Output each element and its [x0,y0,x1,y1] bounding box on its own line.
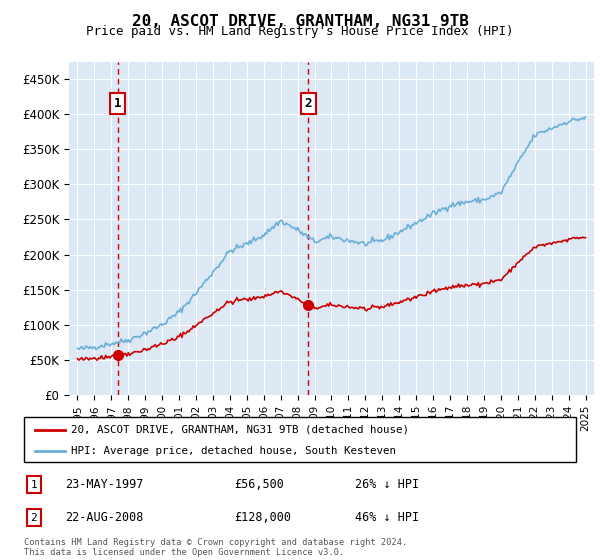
Text: 2: 2 [305,97,312,110]
Text: 20, ASCOT DRIVE, GRANTHAM, NG31 9TB (detached house): 20, ASCOT DRIVE, GRANTHAM, NG31 9TB (det… [71,424,409,435]
Text: Price paid vs. HM Land Registry's House Price Index (HPI): Price paid vs. HM Land Registry's House … [86,25,514,38]
Text: 22-AUG-2008: 22-AUG-2008 [65,511,144,524]
Text: Contains HM Land Registry data © Crown copyright and database right 2024.
This d: Contains HM Land Registry data © Crown c… [24,538,407,557]
Text: 20, ASCOT DRIVE, GRANTHAM, NG31 9TB: 20, ASCOT DRIVE, GRANTHAM, NG31 9TB [131,14,469,29]
Text: 46% ↓ HPI: 46% ↓ HPI [355,511,419,524]
FancyBboxPatch shape [24,417,576,462]
Text: £128,000: £128,000 [234,511,291,524]
Text: 26% ↓ HPI: 26% ↓ HPI [355,478,419,491]
Text: 2: 2 [31,512,37,522]
Text: 1: 1 [31,479,37,489]
Text: £56,500: £56,500 [234,478,284,491]
Text: HPI: Average price, detached house, South Kesteven: HPI: Average price, detached house, Sout… [71,446,396,456]
Text: 23-MAY-1997: 23-MAY-1997 [65,478,144,491]
Text: 1: 1 [114,97,122,110]
